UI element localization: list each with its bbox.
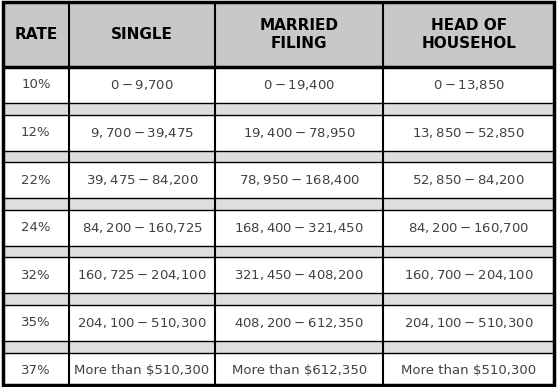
Text: SINGLE: SINGLE [111, 27, 173, 42]
Bar [3, 162, 554, 198]
Text: 22%: 22% [21, 174, 51, 187]
Bar [3, 305, 554, 341]
Text: More than $510,300: More than $510,300 [401, 364, 536, 377]
Text: $9,700 - $39,475: $9,700 - $39,475 [90, 125, 194, 140]
Text: $39,475 - $84,200: $39,475 - $84,200 [86, 173, 198, 187]
Text: $78,950 - $168,400: $78,950 - $168,400 [238, 173, 360, 187]
Text: $204,100 - $510,300: $204,100 - $510,300 [77, 316, 207, 330]
Bar [3, 115, 554, 151]
Text: RATE: RATE [14, 27, 57, 42]
Bar [3, 353, 554, 387]
Text: 37%: 37% [21, 364, 51, 377]
Text: $160,700 - $204,100: $160,700 - $204,100 [404, 268, 534, 283]
Bar [3, 257, 554, 293]
Bar [3, 210, 554, 246]
Bar [3, 67, 554, 103]
Text: HEAD OF
HOUSEHOL: HEAD OF HOUSEHOL [421, 18, 516, 51]
Text: $19,400 - $78,950: $19,400 - $78,950 [243, 125, 355, 140]
Text: MARRIED
FILING: MARRIED FILING [260, 18, 339, 51]
Text: 32%: 32% [21, 269, 51, 282]
Text: $13,850 - $52,850: $13,850 - $52,850 [412, 125, 525, 140]
Text: $168,400 - $321,450: $168,400 - $321,450 [234, 221, 364, 235]
Text: $0 - $13,850: $0 - $13,850 [433, 78, 505, 92]
Text: $52,850 - $84,200: $52,850 - $84,200 [412, 173, 525, 187]
Bar [3, 2, 554, 67]
Text: $408,200 - $612,350: $408,200 - $612,350 [234, 316, 364, 330]
Text: $84,200 - $160,700: $84,200 - $160,700 [408, 221, 529, 235]
Text: 12%: 12% [21, 126, 51, 139]
Text: 35%: 35% [21, 317, 51, 329]
Text: $321,450 - $408,200: $321,450 - $408,200 [234, 268, 364, 283]
Text: More than $510,300: More than $510,300 [75, 364, 209, 377]
Text: $160,725 - $204,100: $160,725 - $204,100 [77, 268, 207, 283]
Text: $84,200 - $160,725: $84,200 - $160,725 [81, 221, 203, 235]
Text: More than $612,350: More than $612,350 [232, 364, 367, 377]
Text: 24%: 24% [21, 221, 51, 234]
Text: $0 - $19,400: $0 - $19,400 [263, 78, 335, 92]
Text: $204,100 - $510,300: $204,100 - $510,300 [404, 316, 534, 330]
Text: 10%: 10% [21, 79, 51, 91]
Text: $0 - $9,700: $0 - $9,700 [110, 78, 174, 92]
